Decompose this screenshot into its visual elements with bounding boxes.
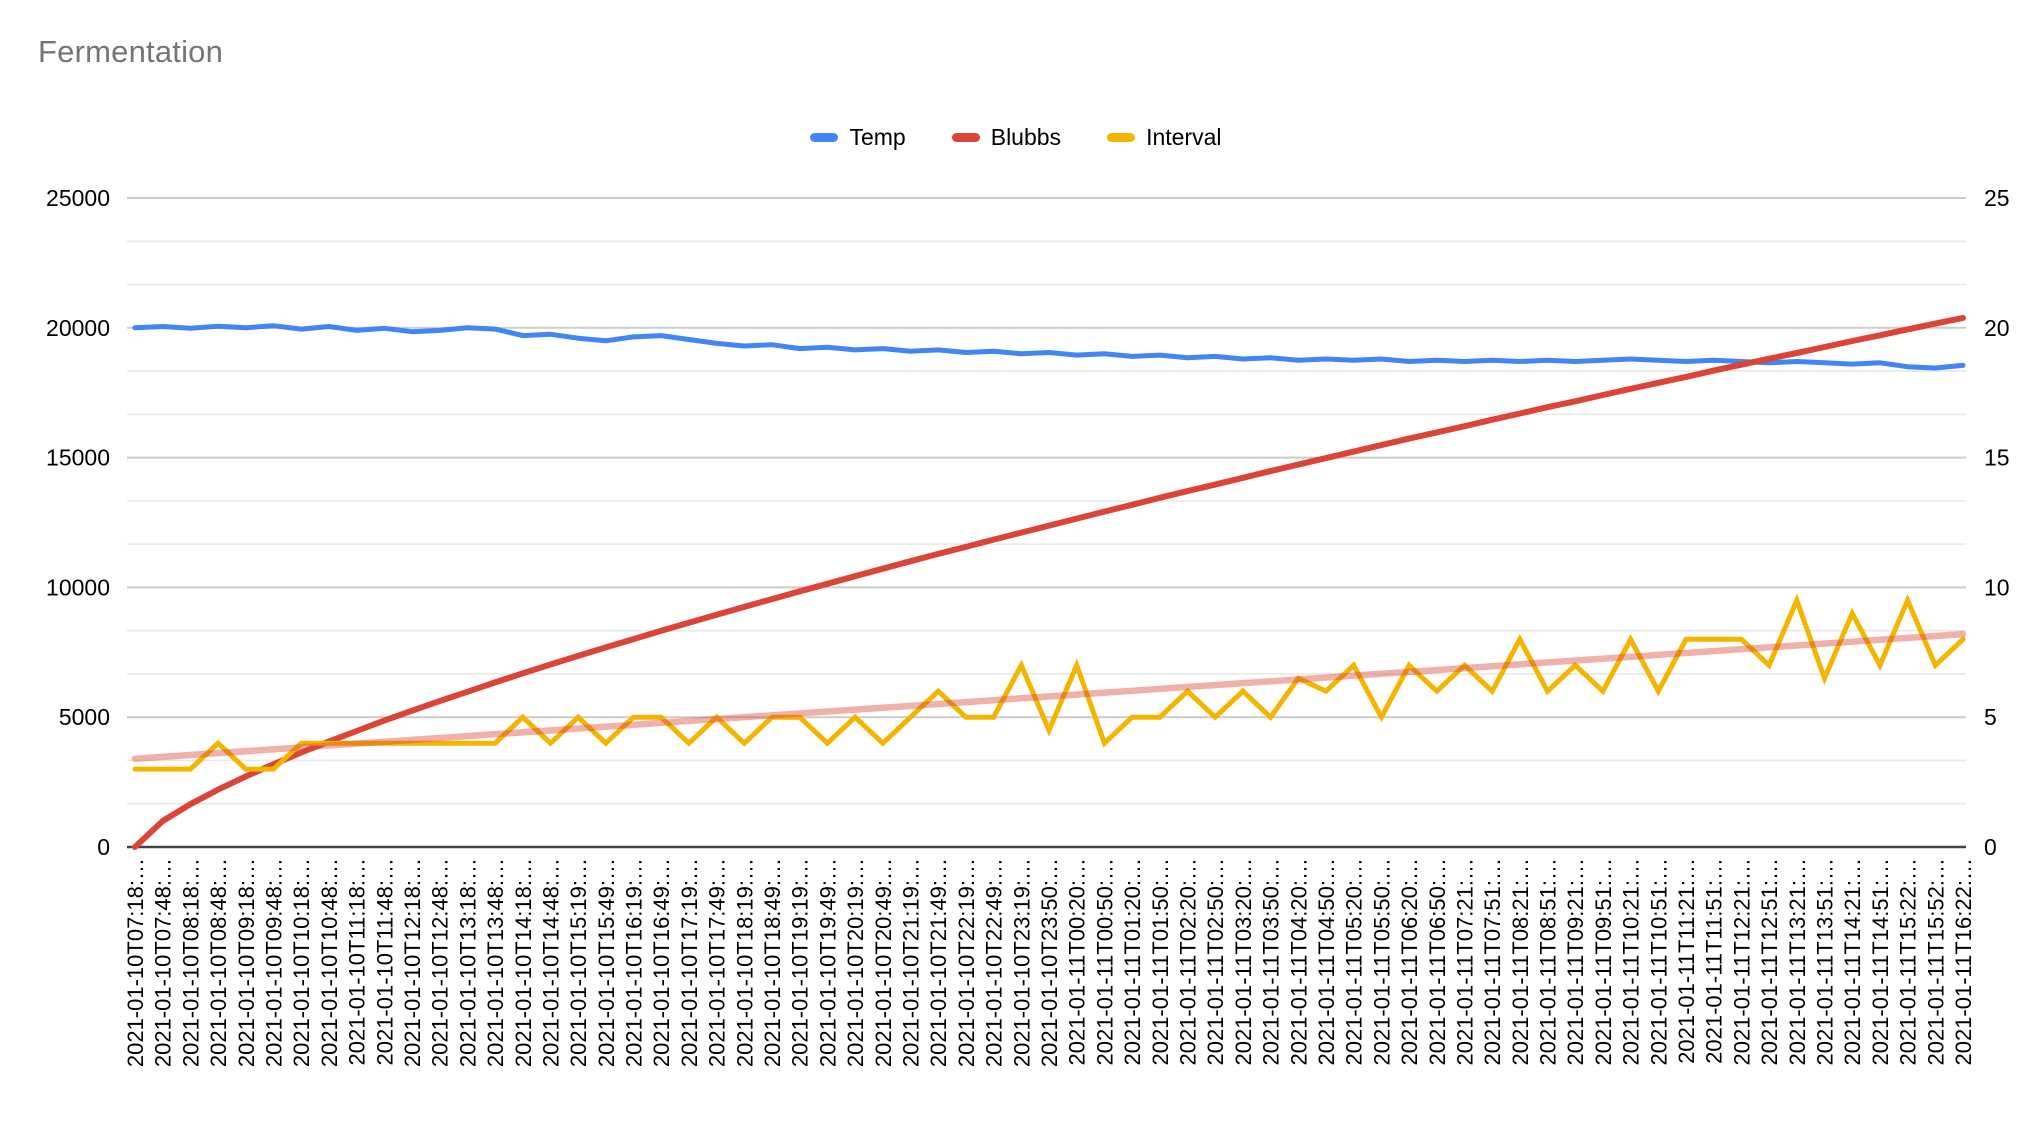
x-axis-tick-label: 2021-01-11T12:51:… <box>1757 858 1782 1066</box>
x-axis-tick-label: 2021-01-11T10:51:… <box>1646 858 1671 1066</box>
x-axis-tick-label: 2021-01-11T06:20:… <box>1397 858 1422 1066</box>
x-axis-tick-label: 2021-01-11T13:21:… <box>1785 858 1810 1066</box>
x-axis-tick-label: 2021-01-10T17:19:… <box>677 858 702 1067</box>
x-axis-tick-label: 2021-01-11T13:51:… <box>1813 858 1838 1066</box>
x-axis-tick-label: 2021-01-11T07:51:… <box>1480 858 1505 1066</box>
x-axis-tick-label: 2021-01-10T15:19:… <box>566 858 591 1067</box>
x-axis-tick-label: 2021-01-10T22:19:… <box>954 858 979 1067</box>
temp-series-swatch-icon <box>810 133 839 142</box>
x-axis-tick-label: 2021-01-11T01:50:… <box>1148 858 1173 1066</box>
x-axis-tick-label: 2021-01-11T10:21:… <box>1619 858 1644 1066</box>
left-axis-tick-label: 0 <box>97 834 110 860</box>
x-axis-tick-label: 2021-01-10T14:18:… <box>511 858 536 1067</box>
right-axis-tick-label: 0 <box>1984 834 1997 860</box>
x-axis-tick-label: 2021-01-11T03:50:… <box>1259 858 1284 1066</box>
x-axis-tick-label: 2021-01-10T08:18:… <box>178 858 203 1067</box>
x-axis-tick-label: 2021-01-10T18:19:… <box>732 858 757 1067</box>
x-axis-tick-label: 2021-01-10T09:18:… <box>234 858 259 1067</box>
x-axis-tick-label: 2021-01-10T18:49:… <box>760 858 785 1067</box>
right-axis-tick-label: 20 <box>1984 315 2010 341</box>
x-axis-tick-label: 2021-01-11T09:21:… <box>1563 858 1588 1066</box>
legend-item-blubbs[interactable]: Blubbs <box>951 124 1062 151</box>
x-axis-tick-label: 2021-01-11T00:50:… <box>1092 858 1117 1066</box>
legend-label-temp: Temp <box>849 124 906 150</box>
right-axis-tick-label: 25 <box>1984 185 2010 211</box>
x-axis-tick-label: 2021-01-10T20:49:… <box>871 858 896 1067</box>
x-axis-tick-label: 2021-01-10T22:49:… <box>982 858 1007 1067</box>
x-axis-tick-label: 2021-01-10T12:18:… <box>400 858 425 1067</box>
x-axis-tick-label: 2021-01-10T13:48:… <box>483 858 508 1067</box>
x-axis-tick-label: 2021-01-11T15:22:… <box>1896 858 1921 1066</box>
x-axis-tick-label: 2021-01-10T21:49:… <box>926 858 951 1067</box>
x-axis-tick-label: 2021-01-11T05:20:… <box>1342 858 1367 1066</box>
left-axis-tick-label: 25000 <box>46 185 110 211</box>
interval-trendline[interactable] <box>131 630 1967 762</box>
x-axis-tick-label: 2021-01-10T10:48:… <box>317 858 342 1067</box>
chart-title: Fermentation <box>38 34 224 69</box>
x-axis-tick-label: 2021-01-10T07:48:… <box>151 858 176 1067</box>
interval-series-line[interactable] <box>132 593 1966 772</box>
x-axis-tick-label: 2021-01-10T23:19:… <box>1009 858 1034 1067</box>
x-axis-tick-label: 2021-01-11T12:21:… <box>1729 858 1754 1066</box>
legend-item-interval[interactable]: Interval <box>1107 124 1222 151</box>
left-axis-tick-label: 15000 <box>46 445 110 471</box>
x-axis-tick-label: 2021-01-11T02:20:… <box>1176 858 1201 1066</box>
x-axis-tick-label: 2021-01-11T09:51:… <box>1591 858 1616 1066</box>
x-axis-tick-label: 2021-01-10T08:48:… <box>206 858 231 1067</box>
x-axis-tick-label: 2021-01-11T00:20:… <box>1065 858 1090 1066</box>
x-axis-tick-label: 2021-01-11T04:50:… <box>1314 858 1339 1066</box>
x-axis-tick-label: 2021-01-10T19:19:… <box>788 858 813 1067</box>
x-axis-tick-label: 2021-01-11T02:50:… <box>1203 858 1228 1066</box>
interval-series-swatch-icon <box>1107 133 1136 142</box>
legend-label-blubbs: Blubbs <box>990 124 1062 150</box>
x-axis-tick-label: 2021-01-10T16:49:… <box>649 858 674 1067</box>
x-axis-tick-label: 2021-01-10T11:48:… <box>372 858 397 1066</box>
x-axis-tick-label: 2021-01-11T06:50:… <box>1425 858 1450 1066</box>
x-axis-tick-label: 2021-01-10T10:18:… <box>289 858 314 1067</box>
x-axis-tick-label: 2021-01-10T15:49:… <box>594 858 619 1067</box>
right-axis-tick-label: 5 <box>1984 704 1997 730</box>
x-axis-tick-label: 2021-01-11T07:21:… <box>1453 858 1478 1066</box>
x-axis-tick-label: 2021-01-10T09:48:… <box>262 858 287 1067</box>
blubbs-series-line[interactable] <box>132 314 1966 850</box>
x-axis-tick-label: 2021-01-11T05:50:… <box>1369 858 1394 1066</box>
x-axis-tick-label: 2021-01-10T17:49:… <box>705 858 730 1067</box>
x-axis-tick-label: 2021-01-10T20:19:… <box>843 858 868 1067</box>
left-axis-tick-label: 10000 <box>46 574 110 600</box>
x-axis-tick-label: 2021-01-11T01:20:… <box>1120 858 1145 1066</box>
x-axis-tick-label: 2021-01-10T21:19:… <box>899 858 924 1067</box>
x-axis-tick-label: 2021-01-11T14:21:… <box>1840 858 1865 1066</box>
x-axis-tick-label: 2021-01-10T13:18:… <box>455 858 480 1067</box>
x-axis-tick-label: 2021-01-11T11:21:… <box>1674 858 1699 1064</box>
x-axis-tick-label: 2021-01-11T08:21:… <box>1508 858 1533 1066</box>
x-axis-tick-label: 2021-01-11T15:52:… <box>1923 858 1948 1066</box>
x-axis-tick-label: 2021-01-11T14:51:… <box>1868 858 1893 1066</box>
left-axis-tick-label: 5000 <box>59 704 110 730</box>
x-axis-tick-label: 2021-01-10T14:48:… <box>539 858 564 1067</box>
x-axis-tick-label: 2021-01-11T11:51:… <box>1702 858 1727 1064</box>
blubbs-series-swatch-icon <box>951 133 980 142</box>
x-axis-tick-label: 2021-01-10T07:18:… <box>123 858 148 1067</box>
legend-label-interval: Interval <box>1146 124 1222 150</box>
x-axis-tick-label: 2021-01-10T11:18:… <box>345 858 370 1066</box>
chart-legend: Temp Blubbs Interval <box>0 124 2032 151</box>
x-axis-tick-label: 2021-01-10T19:49:… <box>815 858 840 1067</box>
x-axis-tick-label: 2021-01-10T16:19:… <box>622 858 647 1067</box>
x-axis-tick-label: 2021-01-11T03:20:… <box>1231 858 1256 1066</box>
right-axis-tick-label: 10 <box>1984 574 2010 600</box>
right-axis-tick-label: 15 <box>1984 445 2010 471</box>
legend-item-temp[interactable]: Temp <box>810 124 906 151</box>
temp-series-line[interactable] <box>132 323 1966 371</box>
x-axis-tick-label: 2021-01-11T16:22:… <box>1951 858 1976 1066</box>
x-axis-tick-label: 2021-01-10T23:50:… <box>1037 858 1062 1067</box>
x-axis-tick-label: 2021-01-11T08:51:… <box>1536 858 1561 1066</box>
x-axis-tick-label: 2021-01-10T12:48:… <box>428 858 453 1067</box>
x-axis-tick-label: 2021-01-11T04:20:… <box>1286 858 1311 1066</box>
left-axis-tick-label: 20000 <box>46 315 110 341</box>
